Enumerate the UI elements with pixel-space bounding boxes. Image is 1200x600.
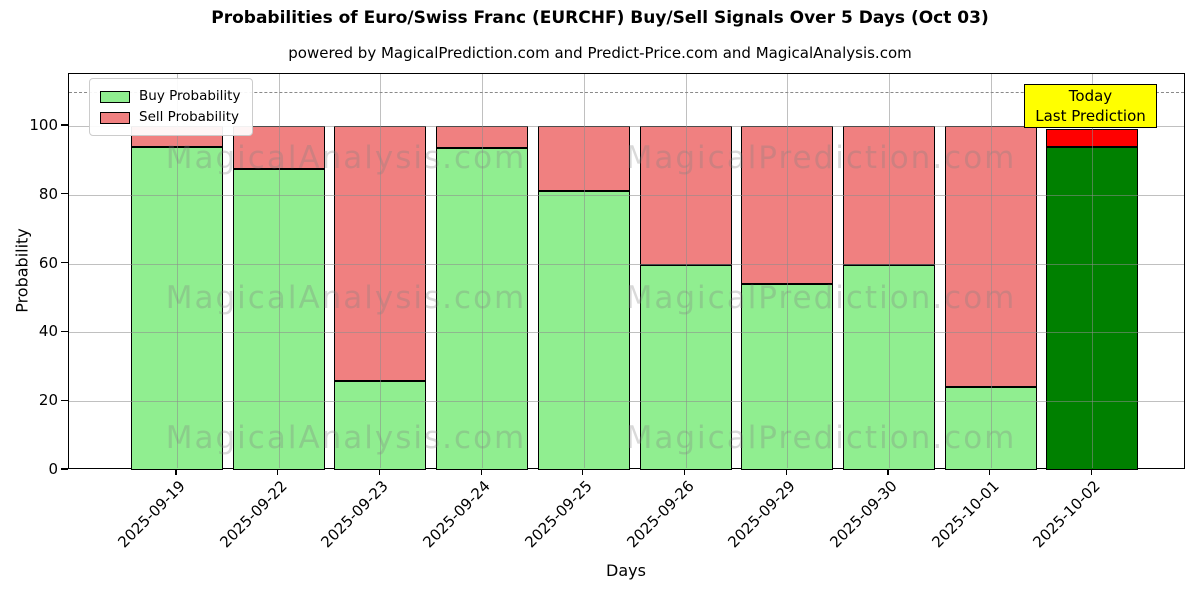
legend-row-buy: Buy Probability xyxy=(100,86,240,107)
x-tick-mark xyxy=(785,469,787,475)
gridline-vertical xyxy=(787,74,789,468)
gridline-horizontal xyxy=(69,332,1184,334)
y-tick-label: 100 xyxy=(29,116,58,134)
y-tick-label: 60 xyxy=(38,253,58,272)
gridline-vertical xyxy=(990,74,992,468)
y-tick-label: 40 xyxy=(38,322,58,341)
x-tick-mark xyxy=(582,469,584,475)
chart-title: Probabilities of Euro/Swiss Franc (EURCH… xyxy=(211,8,989,28)
x-tick-label: 2025-09-24 xyxy=(419,477,494,552)
y-tick-mark xyxy=(61,193,68,195)
gridline-horizontal xyxy=(69,126,1184,127)
x-axis-label: Days xyxy=(606,561,646,580)
legend-swatch-buy xyxy=(100,90,130,103)
gridline-horizontal xyxy=(69,263,1184,265)
y-tick-mark xyxy=(61,124,68,126)
today-annotation-line1: Today xyxy=(1068,87,1113,105)
x-tick-mark xyxy=(175,469,177,475)
y-tick-mark xyxy=(61,468,68,470)
watermark-text: MagicalAnalysis.com xyxy=(165,280,527,316)
y-tick-label: 0 xyxy=(48,460,58,478)
gridline-vertical xyxy=(177,74,178,468)
x-tick-label: 2025-10-02 xyxy=(1029,477,1105,552)
watermark-text: MagicalPrediction.com xyxy=(625,280,1017,316)
x-tick-mark xyxy=(480,469,482,475)
x-tick-label: 2025-09-26 xyxy=(622,477,698,552)
watermark-text: MagicalPrediction.com xyxy=(625,140,1017,176)
x-tick-label: 2025-09-19 xyxy=(114,477,189,552)
x-tick-mark xyxy=(1090,469,1093,475)
x-tick-mark xyxy=(989,469,991,475)
legend-swatch-sell xyxy=(100,111,130,124)
y-tick-label: 80 xyxy=(38,184,58,203)
x-tick-mark xyxy=(684,469,686,475)
x-tick-mark xyxy=(887,469,889,475)
x-tick-label: 2025-09-29 xyxy=(724,477,800,552)
plot-area: MagicalAnalysis.com MagicalPrediction.com… xyxy=(68,73,1185,470)
x-tick-label: 2025-10-01 xyxy=(928,477,1003,552)
legend: Buy Probability Sell Probability xyxy=(89,78,254,136)
dashed-reference-line xyxy=(69,91,1184,93)
x-tick-mark xyxy=(378,469,381,475)
chart-subtitle: powered by MagicalPrediction.com and Pre… xyxy=(288,44,912,62)
y-tick-mark xyxy=(61,262,68,264)
legend-row-sell: Sell Probability xyxy=(100,107,240,128)
watermark-text: MagicalAnalysis.com xyxy=(165,140,527,176)
gridline-vertical xyxy=(583,74,585,468)
watermark-text: MagicalPrediction.com xyxy=(625,420,1017,456)
legend-label-buy: Buy Probability xyxy=(139,88,241,104)
gridline-horizontal xyxy=(69,194,1184,196)
y-tick-mark xyxy=(61,330,68,332)
x-tick-label: 2025-09-23 xyxy=(317,477,393,552)
gridline-vertical xyxy=(380,74,382,468)
gridline-vertical xyxy=(482,74,484,468)
x-tick-label: 2025-09-30 xyxy=(826,477,901,552)
y-tick-label: 20 xyxy=(38,391,58,410)
gridline-vertical xyxy=(685,74,687,468)
x-tick-label: 2025-09-22 xyxy=(216,477,291,552)
gridline-vertical xyxy=(278,74,280,468)
x-tick-label: 2025-09-25 xyxy=(521,477,596,552)
y-tick-mark xyxy=(61,399,68,401)
watermark-text: MagicalAnalysis.com xyxy=(165,420,527,456)
today-annotation-line2: Last Prediction xyxy=(1035,107,1146,125)
gridline-vertical xyxy=(1092,74,1094,468)
gridline-horizontal xyxy=(69,401,1184,403)
today-annotation: Today Last Prediction xyxy=(1024,84,1157,128)
x-tick-mark xyxy=(277,469,279,475)
legend-label-sell: Sell Probability xyxy=(139,109,240,125)
gridline-vertical xyxy=(889,74,891,468)
